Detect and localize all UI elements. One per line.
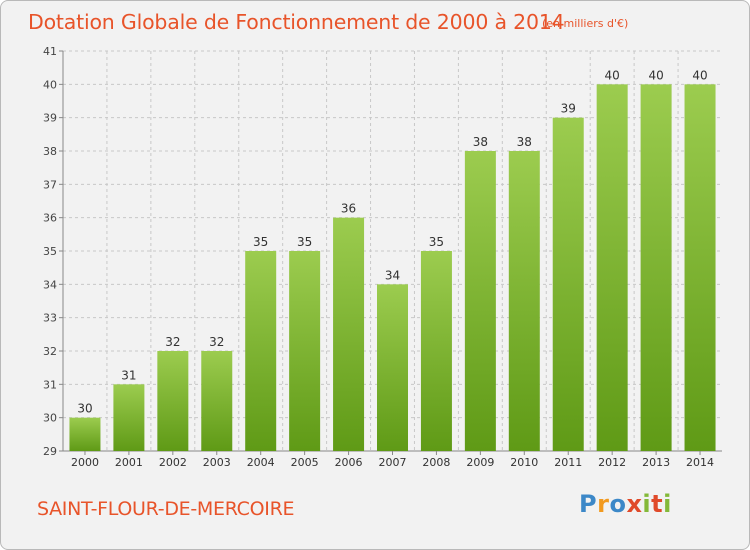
bar-2014 <box>684 84 716 451</box>
bar-2006 <box>333 217 365 451</box>
x-tick-label-2012: 2012 <box>598 456 626 469</box>
data-label-2001: 31 <box>121 368 136 382</box>
tick-labels: 29 30 31 32 33 34 35 36 37 38 39 40 41 2000 2001 2002 20… <box>43 45 714 469</box>
logo-letter: x <box>626 490 643 518</box>
x-tick-label-2006: 2006 <box>335 456 363 469</box>
data-label-2009: 38 <box>473 135 488 149</box>
x-tick-label-2014: 2014 <box>686 456 714 469</box>
chart-title: Dotation Globale de Fonctionnement de 20… <box>28 10 565 34</box>
bar-2000 <box>69 417 101 451</box>
x-tick-label-2011: 2011 <box>554 456 582 469</box>
bar-2003 <box>201 351 233 451</box>
bars <box>69 84 716 452</box>
x-tick-label-2009: 2009 <box>466 456 494 469</box>
x-tick-label-2013: 2013 <box>642 456 670 469</box>
y-tick-label: 31 <box>43 378 57 391</box>
logo-letter: i <box>663 490 672 518</box>
data-labels: 30 31 32 32 35 35 36 34 35 38 38 39 40 40 40 <box>77 68 707 415</box>
y-tick-label: 29 <box>43 445 57 458</box>
city-name: SAINT-FLOUR-DE-MERCOIRE <box>37 498 295 520</box>
bar-2007 <box>377 284 408 451</box>
x-tick-label-2010: 2010 <box>510 456 538 469</box>
y-tick-label: 40 <box>43 78 57 91</box>
x-tick-label-2004: 2004 <box>247 456 275 469</box>
data-label-2003: 32 <box>209 335 224 349</box>
x-tick-label-2001: 2001 <box>115 456 143 469</box>
data-label-2000: 30 <box>77 402 92 416</box>
x-tick-label-2002: 2002 <box>159 456 187 469</box>
data-label-2007: 34 <box>385 268 400 282</box>
bar-2001 <box>113 384 145 451</box>
data-label-2014: 40 <box>692 68 707 82</box>
y-tick-label: 37 <box>43 178 57 191</box>
bar-2009 <box>464 151 496 451</box>
bar-2013 <box>640 84 672 451</box>
bar-2002 <box>157 351 189 451</box>
bar-2005 <box>289 251 321 451</box>
bar-2010 <box>508 151 540 451</box>
x-tick-label-2008: 2008 <box>422 456 450 469</box>
x-tick-label-2007: 2007 <box>379 456 407 469</box>
data-label-2006: 36 <box>341 202 356 216</box>
y-tick-label: 33 <box>43 312 57 325</box>
chart-subtitle: (en milliers d'€) <box>542 17 629 30</box>
data-label-2013: 40 <box>648 68 663 82</box>
data-label-2002: 32 <box>165 335 180 349</box>
x-tick-label-2000: 2000 <box>71 456 99 469</box>
logo-letter: i <box>642 490 652 518</box>
data-label-2010: 38 <box>517 135 532 149</box>
data-label-2008: 35 <box>429 235 444 249</box>
bar-2008 <box>420 251 452 451</box>
y-tick-label: 41 <box>43 45 57 58</box>
y-tick-label: 34 <box>43 278 57 291</box>
bar-2004 <box>245 251 277 451</box>
y-tick-label: 32 <box>43 345 57 358</box>
y-tick-label: 36 <box>43 212 57 225</box>
y-tick-label: 30 <box>43 412 57 425</box>
proxiti-logo[interactable]: Proxiti <box>579 490 672 518</box>
data-label-2012: 40 <box>605 68 620 82</box>
logo-letter: P <box>579 490 598 518</box>
bar-2012 <box>596 84 628 451</box>
x-tick-label-2003: 2003 <box>203 456 231 469</box>
logo-letter: r <box>597 490 610 518</box>
logo-letter: o <box>609 490 627 518</box>
x-tick-label-2005: 2005 <box>291 456 319 469</box>
y-tick-label: 35 <box>43 245 57 258</box>
y-tick-label: 38 <box>43 145 57 158</box>
data-label-2011: 39 <box>561 102 576 116</box>
data-label-2005: 35 <box>297 235 312 249</box>
y-tick-label: 39 <box>43 112 57 125</box>
bar-2011 <box>552 117 584 452</box>
logo-letter: t <box>651 490 664 518</box>
data-label-2004: 35 <box>253 235 268 249</box>
